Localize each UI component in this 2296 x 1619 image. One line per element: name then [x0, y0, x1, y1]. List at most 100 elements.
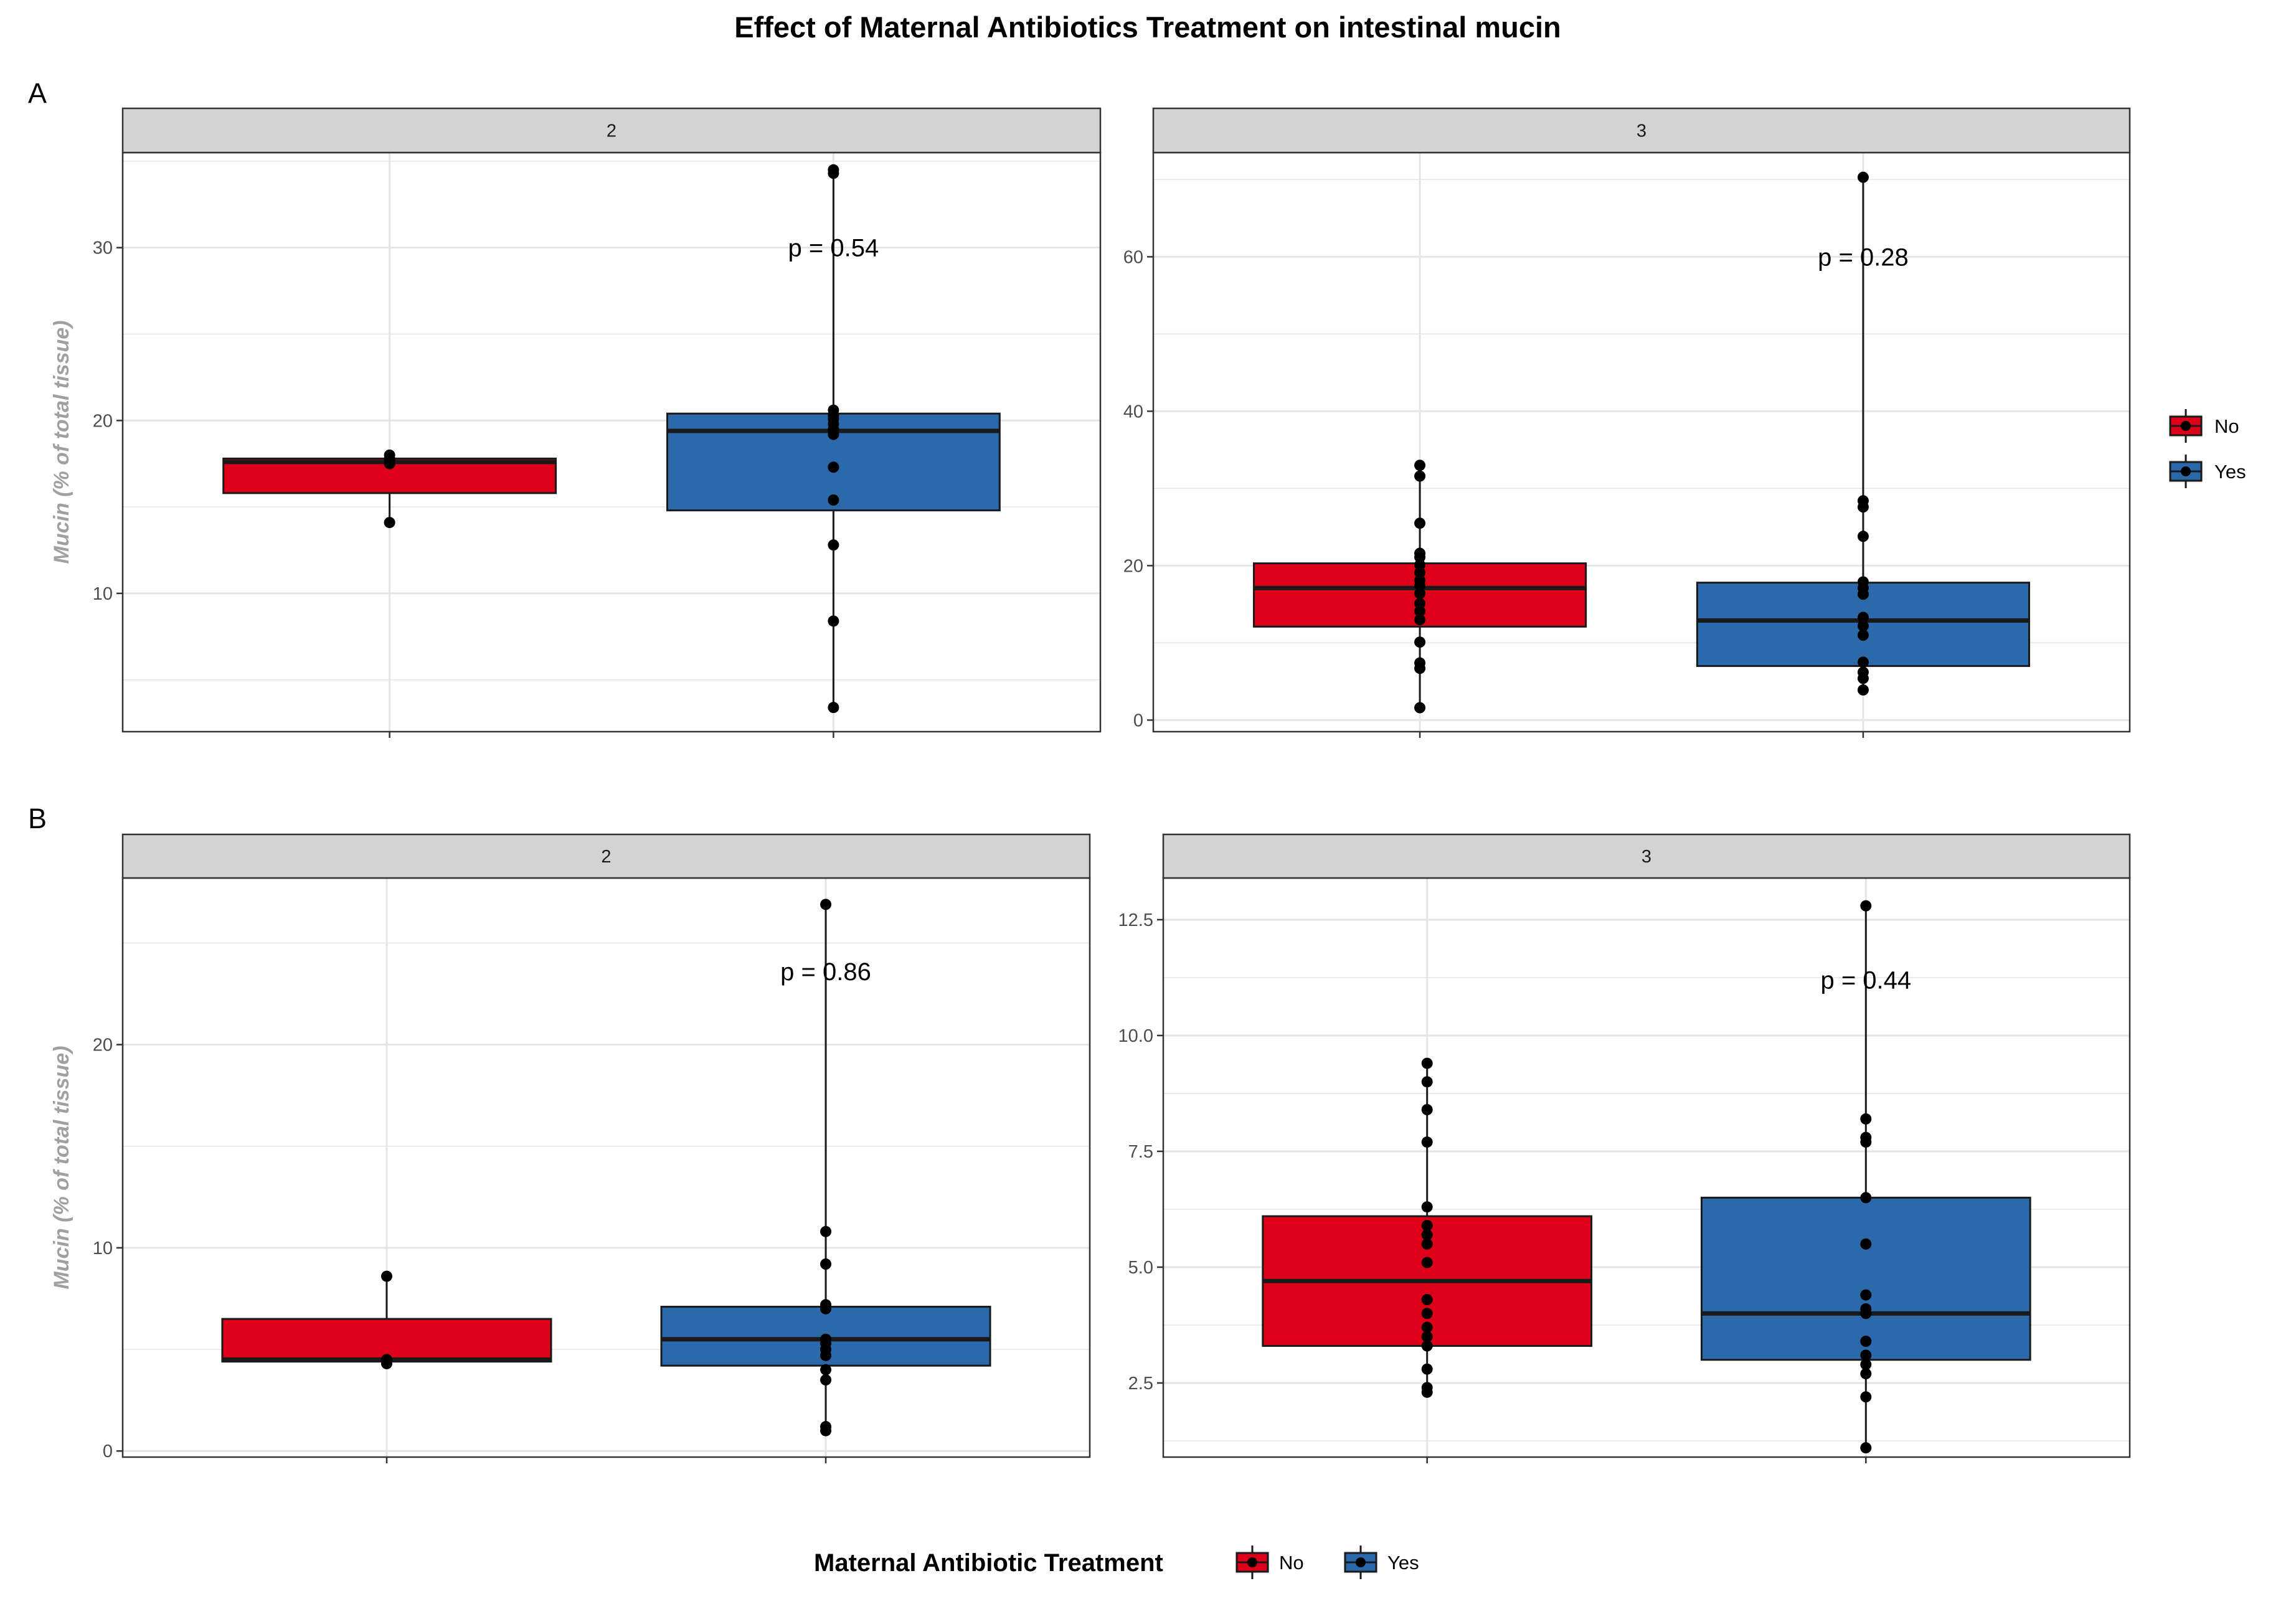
- y-tick-label: 0: [1133, 710, 1143, 730]
- y-axis-label: Mucin (% of total tissue): [50, 321, 73, 564]
- data-point: [1421, 1294, 1433, 1306]
- facet-strip: [121, 107, 1102, 154]
- legend-key: [1235, 1546, 1269, 1579]
- data-point: [1857, 656, 1869, 668]
- data-point: [820, 899, 832, 910]
- data-point: [1421, 1321, 1433, 1333]
- data-point: [1860, 1368, 1872, 1380]
- panel-1: p = 0.54 2 10 20 30 A Mucin (% of total tissue…: [28, 77, 1102, 738]
- data-point: [1857, 495, 1869, 507]
- data-point: [1414, 588, 1426, 600]
- facet-strip: [1152, 107, 2131, 154]
- data-point: [820, 1299, 832, 1311]
- y-tick-label: 20: [93, 1036, 113, 1055]
- bottom-legend: Maternal Antibiotic Treatment No Yes: [814, 1546, 1419, 1579]
- legend-key-point: [2181, 466, 2191, 476]
- y-axis-label: Mucin (% of total tissue): [50, 1046, 73, 1290]
- y-tick-label: 12.5: [1118, 910, 1153, 930]
- facet-strip: [121, 833, 1091, 879]
- data-point: [1421, 1220, 1433, 1231]
- p-value-label: p = 0.28: [1818, 243, 1909, 271]
- data-point: [1860, 1336, 1872, 1347]
- data-point: [820, 1421, 832, 1433]
- data-point: [1860, 1349, 1872, 1361]
- box-iqr: [1700, 1196, 2031, 1361]
- y-tick-label: 5.0: [1128, 1258, 1153, 1278]
- data-point: [1414, 567, 1426, 578]
- side-legend-label: Yes: [2214, 461, 2246, 483]
- data-point: [1857, 620, 1869, 632]
- facet-label: 3: [1642, 847, 1651, 867]
- data-point: [828, 404, 839, 416]
- legend-key-point: [1247, 1557, 1257, 1567]
- box-no: [1253, 460, 1587, 714]
- data-point: [828, 615, 839, 627]
- data-point: [828, 539, 839, 551]
- data-point: [1421, 1238, 1433, 1250]
- data-point: [1414, 702, 1426, 714]
- data-point: [1414, 574, 1426, 586]
- data-point: [1860, 1289, 1872, 1301]
- legend-key: [2169, 409, 2203, 443]
- data-point: [1421, 1076, 1433, 1088]
- legend-title: Maternal Antibiotic Treatment: [814, 1549, 1163, 1577]
- box-no: [1262, 1057, 1593, 1398]
- box-yes: [1696, 171, 2030, 696]
- box-no: [221, 1270, 552, 1369]
- data-point: [1414, 605, 1426, 617]
- data-point: [1421, 1104, 1433, 1115]
- facet-label: 2: [601, 847, 611, 867]
- p-value-label: p = 0.44: [1820, 967, 1911, 994]
- y-tick-label: 7.5: [1128, 1142, 1153, 1162]
- y-tick-label: 0: [103, 1442, 113, 1461]
- box-yes: [660, 899, 991, 1437]
- data-point: [1414, 547, 1426, 559]
- data-point: [828, 494, 839, 506]
- data-point: [828, 702, 839, 714]
- side-legend: No Yes: [2169, 409, 2246, 488]
- data-point: [1421, 1363, 1433, 1375]
- data-point: [1414, 460, 1426, 471]
- row-tag: A: [28, 77, 47, 109]
- facet-label: 3: [1637, 121, 1646, 141]
- bottom-legend-label: No: [1279, 1552, 1304, 1574]
- y-tick-label: 60: [1123, 247, 1143, 267]
- data-point: [1414, 517, 1426, 529]
- y-tick-label: 10: [93, 584, 113, 604]
- data-point: [1860, 1192, 1872, 1204]
- data-point: [1857, 531, 1869, 542]
- y-tick-label: 40: [1123, 402, 1143, 422]
- legend-key: [2169, 455, 2203, 488]
- y-tick-label: 10.0: [1118, 1026, 1153, 1046]
- data-point: [1857, 630, 1869, 641]
- data-point: [1421, 1382, 1433, 1394]
- p-value-label: p = 0.54: [788, 235, 879, 262]
- data-point: [1860, 1113, 1872, 1125]
- data-point: [1421, 1308, 1433, 1319]
- data-point: [1857, 684, 1869, 696]
- data-point: [384, 449, 395, 461]
- data-point: [1421, 1340, 1433, 1352]
- data-point: [1860, 1391, 1872, 1403]
- data-point: [384, 517, 395, 529]
- data-point: [820, 1333, 832, 1345]
- panel-background: [1163, 878, 2130, 1457]
- legend-key-point: [1356, 1557, 1366, 1567]
- data-point: [1857, 611, 1869, 623]
- box-no: [222, 449, 557, 529]
- row-tag: B: [28, 803, 47, 834]
- legend-key: [1344, 1546, 1377, 1579]
- data-point: [1421, 1331, 1433, 1343]
- y-tick-label: 2.5: [1128, 1374, 1153, 1394]
- data-point: [820, 1225, 832, 1237]
- data-point: [380, 1270, 392, 1282]
- data-point: [828, 461, 839, 473]
- data-point: [1414, 614, 1426, 626]
- data-point: [1860, 1442, 1872, 1454]
- panel-background: [123, 878, 1090, 1457]
- data-point: [820, 1258, 832, 1270]
- panel-4: p = 0.44 3 2.5 5.0 7.5 10.0 12.5: [1118, 833, 2131, 1463]
